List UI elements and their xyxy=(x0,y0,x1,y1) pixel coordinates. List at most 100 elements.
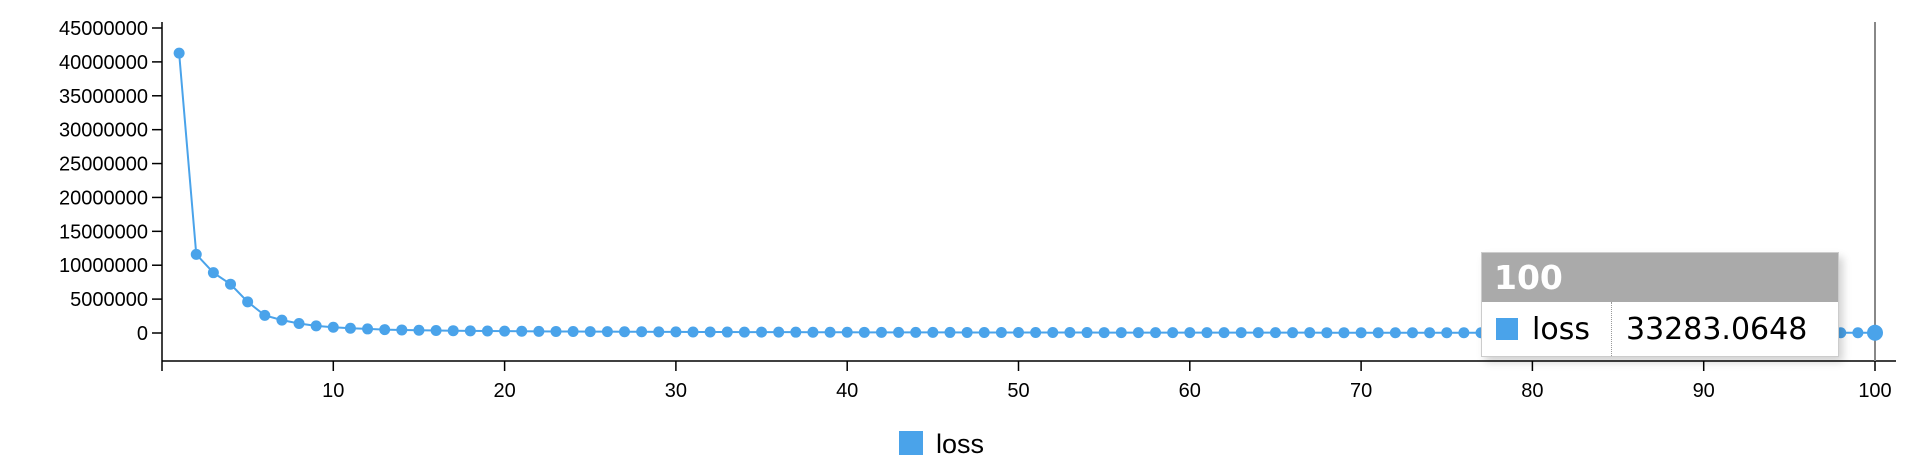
data-point[interactable] xyxy=(1218,327,1230,339)
data-point[interactable] xyxy=(721,326,733,338)
data-point[interactable] xyxy=(225,278,237,290)
data-point[interactable] xyxy=(978,326,990,338)
data-point[interactable] xyxy=(499,325,511,337)
data-point[interactable] xyxy=(1252,327,1264,339)
data-point[interactable] xyxy=(276,314,288,326)
data-point[interactable] xyxy=(567,326,579,338)
data-point[interactable] xyxy=(636,326,648,338)
data-point[interactable] xyxy=(738,326,750,338)
data-point[interactable] xyxy=(995,326,1007,338)
tooltip-title: 100 xyxy=(1482,253,1838,302)
x-tick-label: 100 xyxy=(1858,380,1891,402)
y-tick-label: 40000000 xyxy=(59,52,148,74)
data-point[interactable] xyxy=(584,326,596,338)
x-tick-label: 30 xyxy=(665,380,687,402)
data-point[interactable] xyxy=(704,326,716,338)
data-point[interactable] xyxy=(601,326,613,338)
data-point[interactable] xyxy=(533,325,545,337)
data-point[interactable] xyxy=(670,326,682,338)
data-point[interactable] xyxy=(413,324,425,336)
tooltip-series-name: loss xyxy=(1532,311,1590,347)
data-point[interactable] xyxy=(927,326,939,338)
y-tick-label: 10000000 xyxy=(59,255,148,277)
data-point[interactable] xyxy=(430,324,442,336)
data-point[interactable] xyxy=(1321,327,1333,339)
data-point[interactable] xyxy=(327,321,339,333)
y-tick-label: 25000000 xyxy=(59,154,148,176)
data-point[interactable] xyxy=(1150,327,1162,339)
data-point[interactable] xyxy=(1867,324,1883,341)
data-point[interactable] xyxy=(1184,327,1196,339)
data-point[interactable] xyxy=(824,326,836,338)
data-point[interactable] xyxy=(344,322,356,334)
data-point[interactable] xyxy=(687,326,699,338)
data-point[interactable] xyxy=(756,326,768,338)
tooltip-series: loss xyxy=(1482,302,1612,356)
data-point[interactable] xyxy=(396,324,408,336)
data-point[interactable] xyxy=(1013,326,1024,338)
tooltip-row: loss 33283.0648 xyxy=(1482,302,1838,356)
data-point[interactable] xyxy=(790,326,802,338)
data-point[interactable] xyxy=(910,326,922,338)
y-tick-label: 15000000 xyxy=(59,221,148,243)
data-point[interactable] xyxy=(259,309,271,321)
data-point[interactable] xyxy=(1115,327,1127,339)
data-point[interactable] xyxy=(1389,327,1401,339)
data-point[interactable] xyxy=(1030,327,1042,339)
y-tick-label: 0 xyxy=(137,323,148,345)
data-point[interactable] xyxy=(1852,327,1864,339)
data-point[interactable] xyxy=(207,267,219,279)
data-point[interactable] xyxy=(516,325,528,337)
legend-swatch-loss[interactable] xyxy=(899,431,923,455)
data-point[interactable] xyxy=(1235,327,1247,339)
data-point[interactable] xyxy=(447,325,459,337)
data-point[interactable] xyxy=(773,326,785,338)
x-tick-label: 90 xyxy=(1693,380,1715,402)
data-point[interactable] xyxy=(944,326,956,338)
data-point[interactable] xyxy=(1269,327,1281,339)
data-point[interactable] xyxy=(1287,327,1299,339)
data-point[interactable] xyxy=(379,324,391,336)
legend-label-loss[interactable]: loss xyxy=(936,429,984,459)
data-point[interactable] xyxy=(1167,327,1179,339)
data-point[interactable] xyxy=(1441,327,1453,339)
data-point[interactable] xyxy=(841,326,853,338)
data-point[interactable] xyxy=(1132,327,1144,339)
data-point[interactable] xyxy=(653,326,665,338)
data-point[interactable] xyxy=(858,326,870,338)
data-point[interactable] xyxy=(362,323,374,335)
legend[interactable]: loss xyxy=(899,429,984,459)
data-point[interactable] xyxy=(293,318,305,330)
data-point[interactable] xyxy=(1081,327,1093,339)
data-point[interactable] xyxy=(1458,327,1470,339)
data-point[interactable] xyxy=(173,47,185,59)
data-point[interactable] xyxy=(481,325,493,337)
data-point[interactable] xyxy=(190,248,202,260)
data-point[interactable] xyxy=(1047,327,1059,339)
data-point[interactable] xyxy=(1338,327,1350,339)
x-tick-label: 40 xyxy=(836,380,858,402)
tooltip-swatch xyxy=(1496,318,1518,340)
data-point[interactable] xyxy=(619,326,631,338)
data-point[interactable] xyxy=(1406,327,1418,339)
data-point[interactable] xyxy=(550,325,562,337)
data-point[interactable] xyxy=(1372,327,1384,339)
data-point[interactable] xyxy=(1424,327,1436,339)
data-point[interactable] xyxy=(242,296,254,308)
data-point[interactable] xyxy=(875,326,887,338)
data-point[interactable] xyxy=(464,325,476,337)
data-point[interactable] xyxy=(1355,327,1367,339)
data-point[interactable] xyxy=(1201,327,1213,339)
data-point[interactable] xyxy=(310,320,322,332)
data-point[interactable] xyxy=(961,326,973,338)
x-tick-label: 10 xyxy=(322,380,344,402)
y-tick-label: 20000000 xyxy=(59,187,148,209)
data-point[interactable] xyxy=(1098,327,1110,339)
data-point[interactable] xyxy=(807,326,819,338)
tooltip: 100 loss 33283.0648 xyxy=(1481,252,1839,357)
data-point[interactable] xyxy=(893,326,905,338)
data-point[interactable] xyxy=(1064,327,1076,339)
y-tick-label: 30000000 xyxy=(59,120,148,142)
y-tick-label: 35000000 xyxy=(59,86,148,108)
data-point[interactable] xyxy=(1304,327,1316,339)
